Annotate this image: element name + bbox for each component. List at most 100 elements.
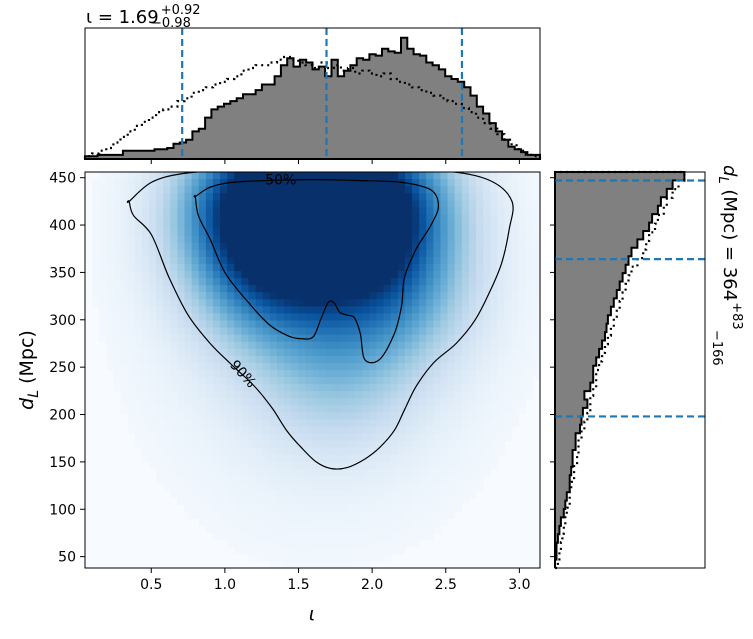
density-cell bbox=[298, 476, 306, 484]
density-cell bbox=[404, 285, 413, 293]
density-cell bbox=[383, 263, 392, 272]
density-cell bbox=[163, 370, 171, 378]
density-cell bbox=[468, 278, 477, 286]
density-cell bbox=[269, 461, 278, 470]
density-cell bbox=[511, 320, 520, 329]
density-cell bbox=[369, 172, 378, 180]
density-cell bbox=[255, 518, 264, 527]
density-cell bbox=[419, 256, 427, 265]
density-cell bbox=[355, 242, 363, 251]
density-cell bbox=[497, 341, 506, 350]
density-cell bbox=[340, 483, 349, 491]
density-cell bbox=[525, 271, 534, 279]
density-cell bbox=[198, 235, 207, 244]
density-cell bbox=[362, 483, 370, 491]
density-cell bbox=[326, 242, 335, 251]
density-cell bbox=[511, 278, 520, 286]
density-cell bbox=[497, 412, 506, 421]
density-cell bbox=[163, 285, 171, 293]
density-cell bbox=[511, 370, 520, 378]
density-cell bbox=[227, 362, 235, 371]
density-cell bbox=[191, 228, 200, 237]
density-cell bbox=[340, 454, 349, 463]
density-cell bbox=[134, 292, 143, 300]
density-cell bbox=[476, 334, 484, 343]
density-cell bbox=[134, 285, 143, 293]
density-cell bbox=[205, 186, 214, 194]
density-cell bbox=[276, 228, 285, 237]
density-cell bbox=[461, 313, 470, 322]
density-cell bbox=[148, 256, 157, 265]
density-cell bbox=[212, 278, 221, 286]
density-cell bbox=[355, 504, 363, 513]
density-cell bbox=[305, 560, 314, 568]
density-cell bbox=[419, 313, 427, 322]
density-cell bbox=[227, 249, 235, 258]
density-cell bbox=[212, 525, 221, 534]
density-cell bbox=[212, 299, 221, 307]
density-cell bbox=[454, 172, 463, 180]
density-cell bbox=[511, 179, 520, 187]
y-axis-title-unit: (Mpc) bbox=[16, 330, 38, 390]
density-cell bbox=[156, 263, 164, 272]
density-cell bbox=[269, 271, 278, 279]
density-cell bbox=[390, 249, 399, 258]
density-cell bbox=[461, 461, 470, 470]
density-cell bbox=[170, 186, 179, 194]
density-cell bbox=[220, 263, 228, 272]
density-cell bbox=[355, 341, 363, 350]
density-cell bbox=[284, 292, 292, 300]
density-cell bbox=[362, 553, 370, 562]
density-cell bbox=[468, 263, 477, 272]
density-cell bbox=[241, 511, 250, 520]
density-cell bbox=[262, 179, 271, 187]
density-cell bbox=[426, 299, 434, 307]
density-cell bbox=[333, 292, 342, 300]
density-cell bbox=[276, 426, 285, 435]
density-cell bbox=[518, 362, 527, 371]
density-cell bbox=[198, 327, 207, 336]
density-cell bbox=[227, 525, 235, 534]
density-cell bbox=[170, 391, 179, 399]
density-cell bbox=[383, 391, 392, 399]
density-cell bbox=[447, 193, 456, 201]
density-cell bbox=[177, 384, 186, 392]
density-cell bbox=[198, 285, 207, 293]
density-cell bbox=[476, 235, 484, 244]
density-cell bbox=[426, 306, 434, 315]
density-cell bbox=[362, 426, 370, 435]
density-cell bbox=[426, 242, 434, 251]
density-cell bbox=[532, 179, 540, 187]
density-cell bbox=[426, 384, 434, 392]
density-cell bbox=[241, 299, 250, 307]
density-cell bbox=[497, 278, 506, 286]
density-cell bbox=[255, 320, 264, 329]
density-cell bbox=[248, 384, 257, 392]
density-cell bbox=[326, 313, 335, 322]
density-cell bbox=[326, 299, 335, 307]
density-cell bbox=[212, 412, 221, 421]
density-cell bbox=[404, 334, 413, 343]
density-cell bbox=[255, 242, 264, 251]
density-cell bbox=[412, 334, 420, 343]
density-cell bbox=[312, 256, 321, 265]
density-cell bbox=[419, 263, 427, 272]
density-cell bbox=[426, 256, 434, 265]
density-cell bbox=[205, 278, 214, 286]
density-cell bbox=[113, 348, 122, 357]
density-cell bbox=[298, 447, 306, 456]
density-cell bbox=[483, 299, 491, 307]
density-cell bbox=[355, 355, 363, 364]
density-cell bbox=[404, 256, 413, 265]
density-cell bbox=[177, 179, 186, 187]
density-cell bbox=[191, 447, 200, 456]
density-cell bbox=[113, 285, 122, 293]
density-cell bbox=[404, 186, 413, 194]
density-cell bbox=[497, 235, 506, 244]
density-cell bbox=[532, 292, 540, 300]
density-cell bbox=[376, 504, 385, 513]
density-cell bbox=[476, 179, 484, 187]
density-cell bbox=[440, 334, 449, 343]
density-cell bbox=[220, 377, 228, 385]
density-cell bbox=[497, 440, 506, 449]
